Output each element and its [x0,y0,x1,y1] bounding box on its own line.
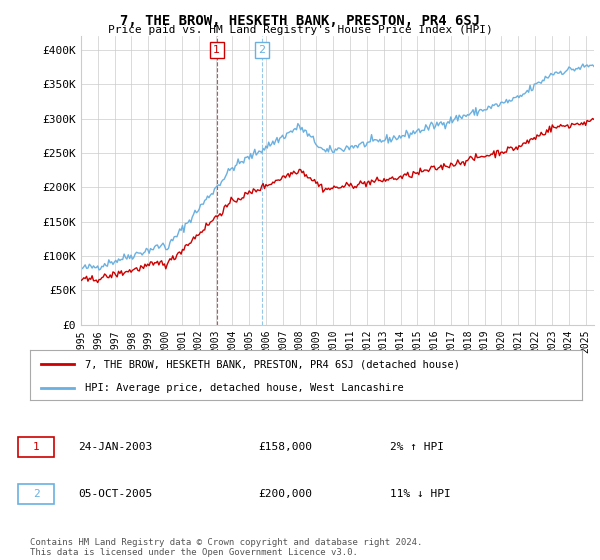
Text: 2: 2 [32,489,40,499]
FancyBboxPatch shape [18,437,54,458]
Text: 1: 1 [32,442,40,452]
Text: 05-OCT-2005: 05-OCT-2005 [78,489,152,499]
Text: £200,000: £200,000 [258,489,312,499]
Text: 2% ↑ HPI: 2% ↑ HPI [390,442,444,452]
Text: 7, THE BROW, HESKETH BANK, PRESTON, PR4 6SJ: 7, THE BROW, HESKETH BANK, PRESTON, PR4 … [120,14,480,28]
Text: 2: 2 [258,45,265,55]
Text: 7, THE BROW, HESKETH BANK, PRESTON, PR4 6SJ (detached house): 7, THE BROW, HESKETH BANK, PRESTON, PR4 … [85,359,460,369]
Text: 1: 1 [213,45,220,55]
Text: Price paid vs. HM Land Registry's House Price Index (HPI): Price paid vs. HM Land Registry's House … [107,25,493,35]
Text: HPI: Average price, detached house, West Lancashire: HPI: Average price, detached house, West… [85,383,404,393]
Text: 24-JAN-2003: 24-JAN-2003 [78,442,152,452]
Text: 11% ↓ HPI: 11% ↓ HPI [390,489,451,499]
Text: Contains HM Land Registry data © Crown copyright and database right 2024.
This d: Contains HM Land Registry data © Crown c… [30,538,422,557]
FancyBboxPatch shape [18,484,54,505]
Text: £158,000: £158,000 [258,442,312,452]
